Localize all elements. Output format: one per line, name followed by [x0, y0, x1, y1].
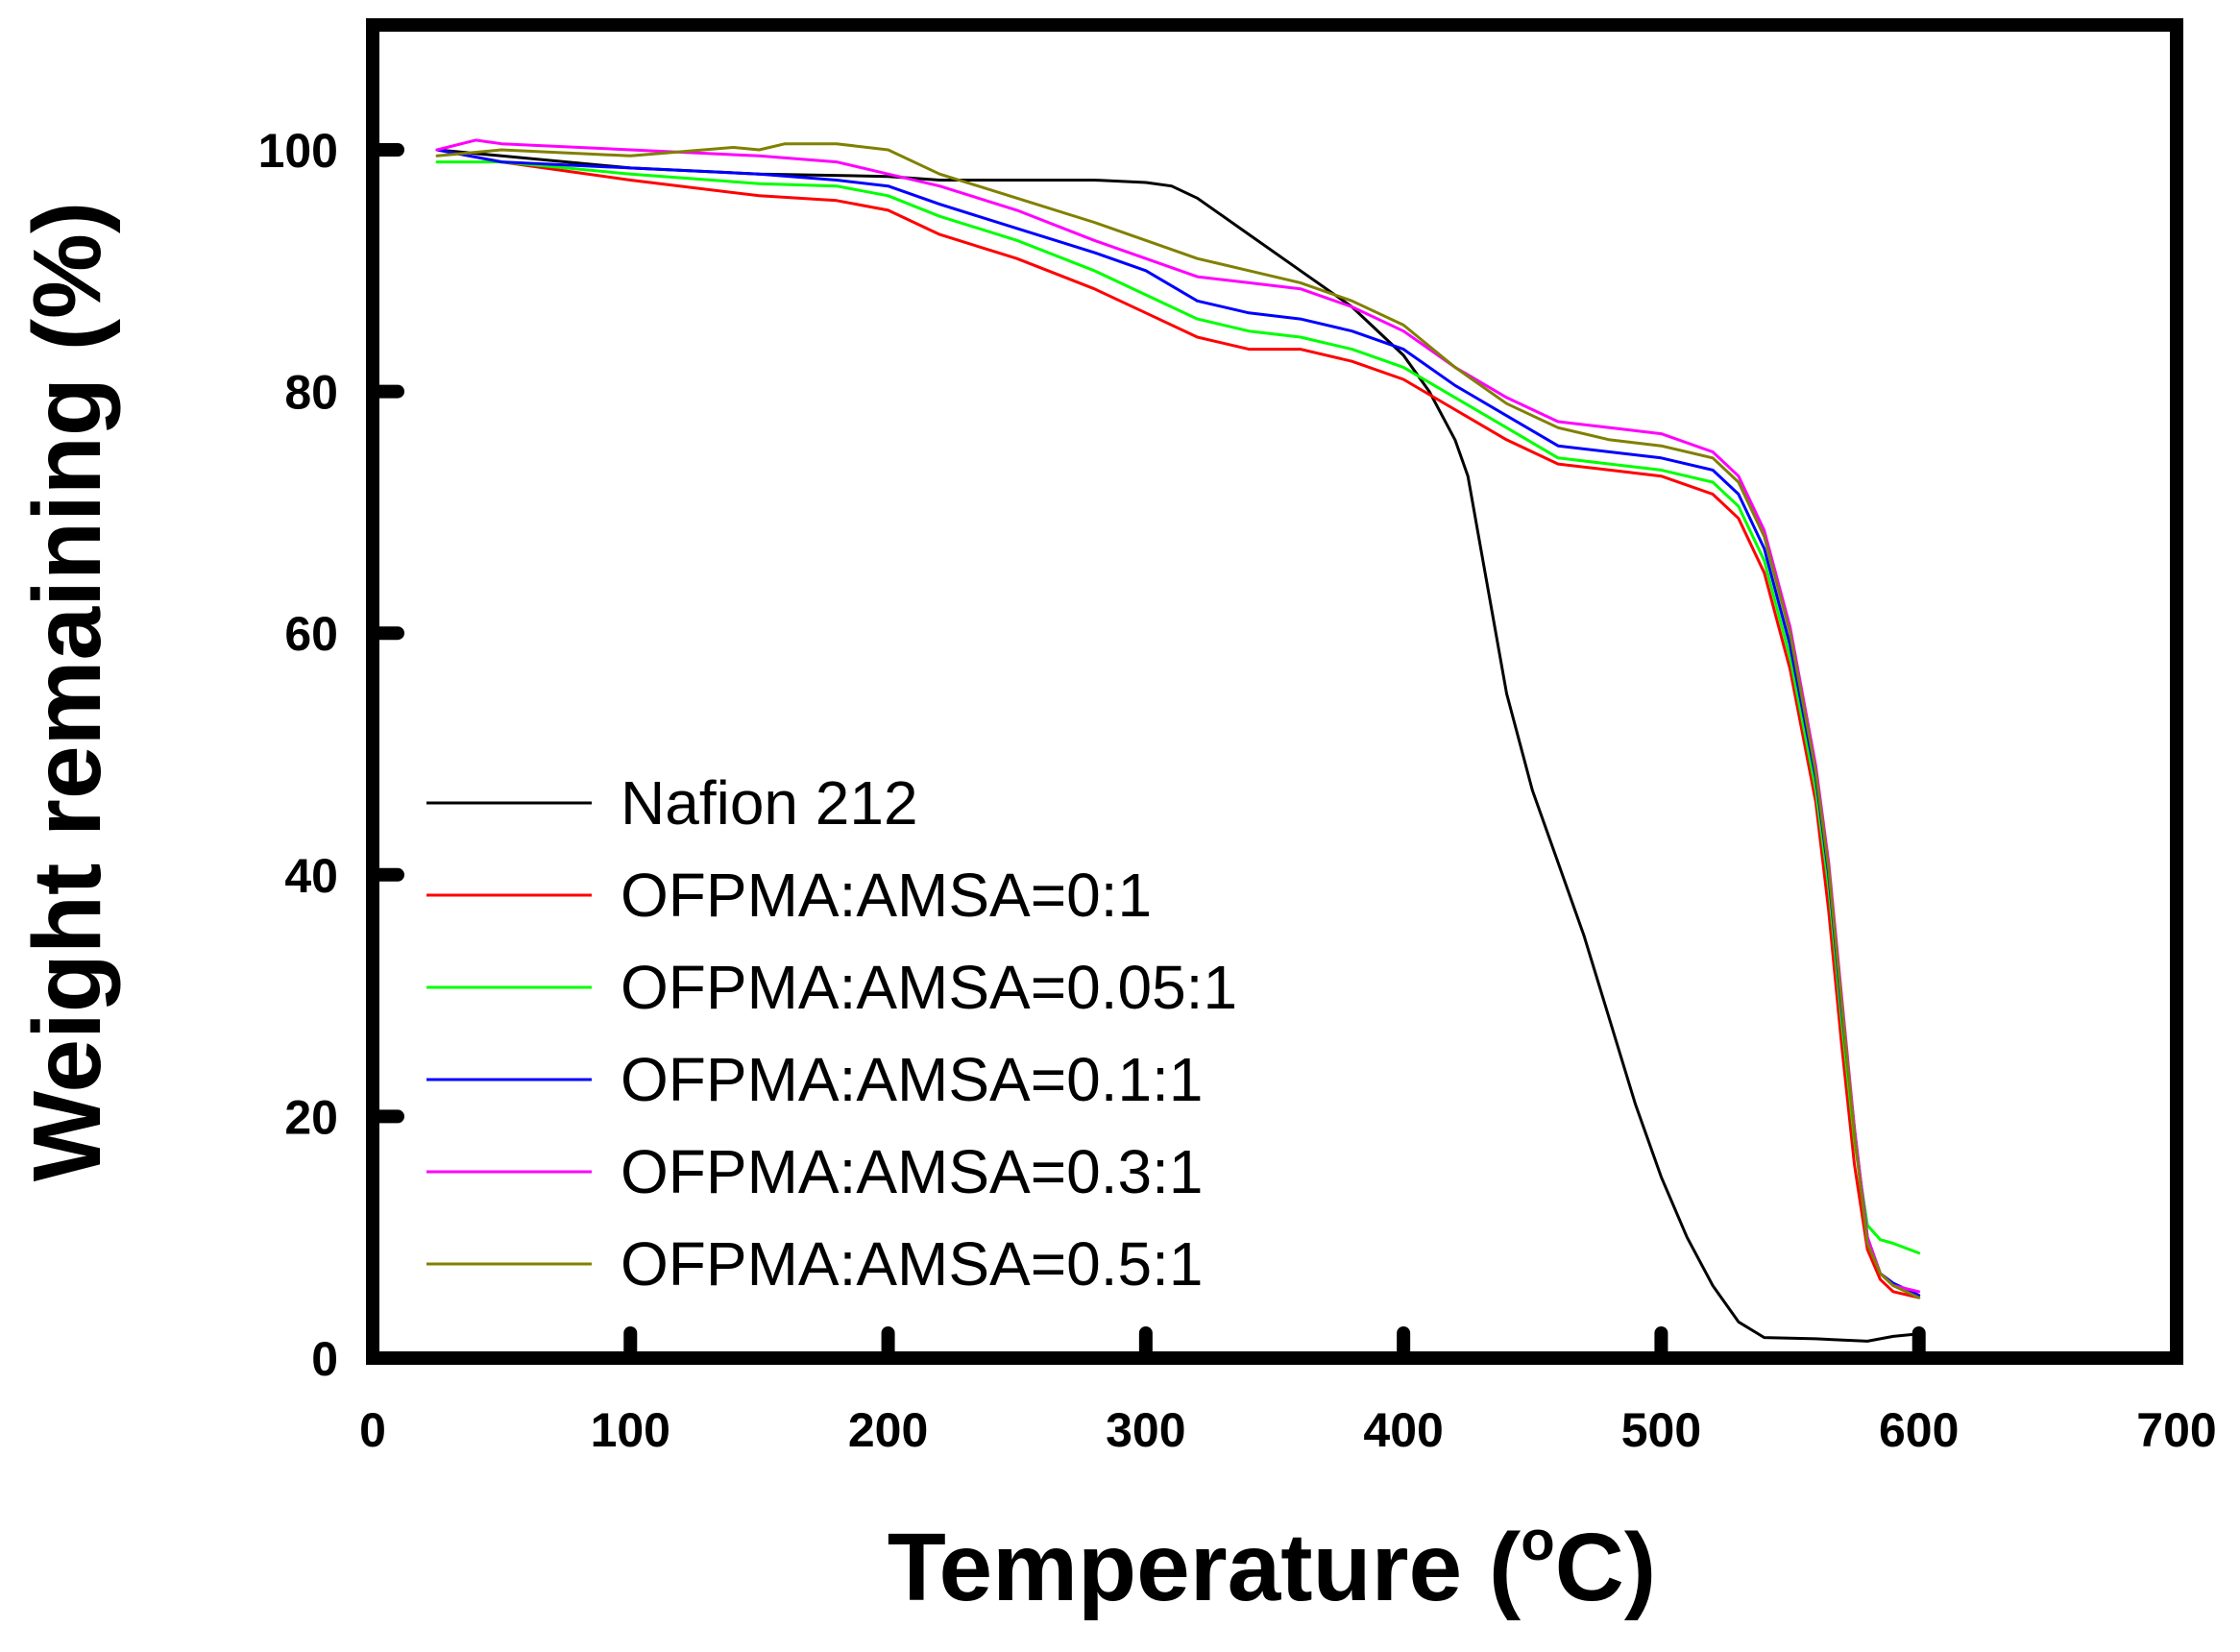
y-tick-label: 80	[284, 366, 338, 420]
series-line-ofpma-amsa-0-3-1	[435, 138, 1921, 1294]
x-tick-label: 500	[1621, 1403, 1701, 1457]
series-line-ofpma-amsa-0-5-1	[435, 142, 1921, 1300]
series-line-ofpma-amsa-0-1-1	[435, 148, 1921, 1298]
legend-label-ofpma-amsa-0-05-1: OFPMA:AMSA=0.05:1	[621, 953, 1237, 1022]
x-axis-title-degree: o	[1521, 1510, 1554, 1572]
y-axis-title: Weight remaining (%)	[13, 202, 121, 1181]
x-tick-label: 600	[1879, 1403, 1959, 1457]
y-tick-label: 20	[284, 1090, 338, 1144]
x-axis-ticks: 0 100 200 300 400 500 600 700	[359, 1326, 2217, 1457]
y-tick-label: 60	[284, 607, 338, 661]
y-tick-label: 100	[258, 124, 338, 178]
legend-label-ofpma-amsa-0-5-1: OFPMA:AMSA=0.5:1	[621, 1229, 1203, 1299]
y-tick-label: 0	[311, 1332, 338, 1386]
plot-frame	[366, 18, 2183, 1365]
x-axis-title-suffix: C)	[1555, 1514, 1657, 1621]
x-tick-label: 400	[1363, 1403, 1443, 1457]
y-axis-ticks: 0 20 40 60 80 100	[258, 124, 404, 1386]
x-axis-title: Temperature (oC)	[888, 1510, 1656, 1621]
x-tick-label: 0	[359, 1403, 386, 1457]
x-tick-label: 300	[1106, 1403, 1185, 1457]
series-line-ofpma-amsa-0-1	[435, 148, 1921, 1300]
legend-label-ofpma-amsa-0-1-1: OFPMA:AMSA=0.1:1	[621, 1045, 1203, 1114]
legend-label-nafion-212: Nafion 212	[621, 768, 918, 838]
x-axis-title-prefix: Temperature (	[888, 1514, 1522, 1621]
x-tick-label: 200	[848, 1403, 928, 1457]
legend-label-ofpma-amsa-0-1: OFPMA:AMSA=0:1	[621, 861, 1152, 930]
y-tick-label: 40	[284, 849, 338, 903]
series-line-nafion-212	[435, 148, 1921, 1343]
series-layer	[435, 138, 1921, 1343]
legend-label-ofpma-amsa-0-3-1: OFPMA:AMSA=0.3:1	[621, 1137, 1203, 1206]
x-tick-label: 100	[591, 1403, 670, 1457]
x-tick-label: 700	[2136, 1403, 2216, 1457]
legend: Nafion 212 OFPMA:AMSA=0:1 OFPMA:AMSA=0.05:…	[426, 768, 1237, 1299]
